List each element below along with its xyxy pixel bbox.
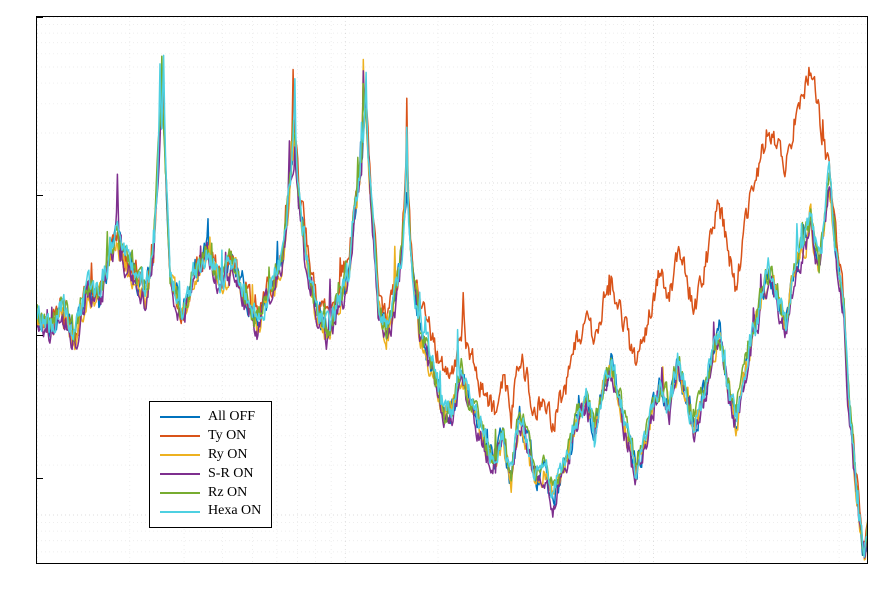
legend-swatch bbox=[160, 492, 200, 494]
legend-row: All OFF bbox=[160, 408, 261, 427]
legend-label: All OFF bbox=[208, 408, 255, 427]
legend-label: S-R ON bbox=[208, 465, 254, 484]
legend-swatch bbox=[160, 416, 200, 418]
legend-row: Rz ON bbox=[160, 484, 261, 503]
legend-label: Rz ON bbox=[208, 484, 247, 503]
spectrum-chart: All OFFTy ONRy ONS-R ONRz ONHexa ON bbox=[0, 0, 888, 594]
legend-label: Ty ON bbox=[208, 427, 246, 446]
legend-row: Ty ON bbox=[160, 427, 261, 446]
ytick bbox=[37, 335, 43, 336]
legend-row: Hexa ON bbox=[160, 502, 261, 521]
legend-row: S-R ON bbox=[160, 465, 261, 484]
legend-swatch bbox=[160, 473, 200, 475]
legend-swatch bbox=[160, 454, 200, 456]
ytick bbox=[37, 478, 43, 479]
ytick bbox=[37, 195, 43, 196]
ytick bbox=[37, 17, 43, 18]
legend-row: Ry ON bbox=[160, 446, 261, 465]
legend-label: Ry ON bbox=[208, 446, 248, 465]
legend-label: Hexa ON bbox=[208, 502, 261, 521]
legend-swatch bbox=[160, 435, 200, 437]
legend-swatch bbox=[160, 511, 200, 513]
plot-area: All OFFTy ONRy ONS-R ONRz ONHexa ON bbox=[36, 16, 868, 564]
legend: All OFFTy ONRy ONS-R ONRz ONHexa ON bbox=[149, 401, 272, 528]
